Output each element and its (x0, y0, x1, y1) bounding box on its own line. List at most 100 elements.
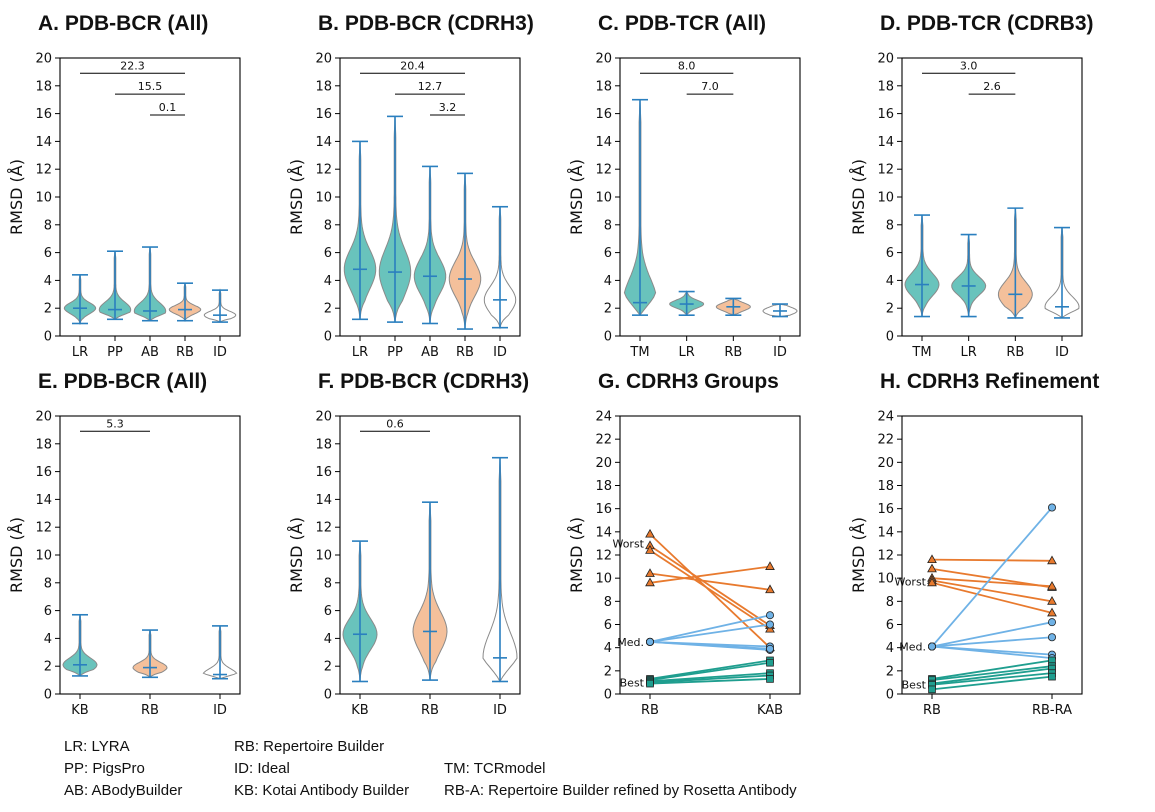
triangle-marker (765, 561, 775, 570)
group-label: Best (902, 679, 927, 692)
y-tick-label: 6 (604, 618, 612, 633)
y-tick-label: 20 (877, 52, 894, 67)
x-tick-label: LR (352, 345, 368, 360)
y-tick-label: 14 (595, 525, 612, 540)
x-tick-label: RB-RA (1032, 703, 1072, 718)
pair-line (931, 667, 1053, 685)
y-tick-label: 22 (595, 433, 612, 448)
y-tick-label: 20 (35, 52, 52, 67)
x-tick-label: RB (456, 345, 474, 360)
pair-line (649, 614, 771, 643)
pair-line (649, 565, 771, 584)
y-tick-label: 18 (35, 79, 52, 94)
group-label: Med. (617, 636, 644, 649)
y-axis-label: RMSD (Å) (287, 517, 306, 593)
y-tick-label: 16 (595, 502, 612, 517)
pair-line (931, 665, 1053, 681)
circle-marker (1048, 633, 1057, 642)
pair-line (649, 659, 771, 680)
pair-line (931, 675, 1053, 691)
x-tick-label: LR (961, 345, 977, 360)
x-tick-label: KAB (757, 703, 783, 718)
y-tick-label: 12 (595, 163, 612, 178)
legend-ab: AB: ABodyBuilder (64, 782, 183, 799)
y-tick-label: 2 (886, 664, 894, 679)
y-tick-label: 14 (35, 493, 52, 508)
y-tick-label: 4 (324, 632, 332, 647)
y-tick-label: 8 (886, 218, 894, 233)
plot-frame (619, 57, 801, 337)
triangle-marker (645, 545, 655, 554)
y-tick-label: 2 (604, 302, 612, 317)
y-tick-label: 18 (595, 79, 612, 94)
x-tick-label: ID (493, 345, 507, 360)
circle-marker (1048, 503, 1057, 512)
pair-line (931, 558, 1053, 562)
y-tick-label: 10 (315, 549, 332, 564)
triangle-marker (645, 528, 655, 538)
y-tick-label: 14 (35, 135, 52, 150)
y-tick-label: 8 (886, 595, 894, 610)
pair-line (649, 672, 771, 683)
x-tick-label: RB (641, 703, 659, 718)
y-tick-label: 0 (604, 688, 612, 703)
y-tick-label: 6 (886, 246, 894, 261)
group-label: Med. (899, 641, 926, 654)
circle-marker (766, 620, 775, 629)
panel-title: D. PDB-TCR (CDRB3) (880, 12, 1094, 35)
square-marker (766, 675, 774, 683)
panel-title: H. CDRH3 Refinement (880, 370, 1099, 393)
plot-frame (901, 57, 1083, 337)
panel-title: F. PDB-BCR (CDRH3) (318, 370, 529, 393)
y-tick-label: 10 (877, 572, 894, 587)
x-tick-label: RB (421, 703, 439, 718)
significance-label: 20.4 (400, 59, 425, 72)
y-tick-label: 10 (595, 572, 612, 587)
y-tick-label: 10 (35, 549, 52, 564)
y-axis-label: RMSD (Å) (849, 517, 868, 593)
x-tick-label: LR (679, 345, 695, 360)
triangle-marker (765, 584, 775, 594)
panel-title: G. CDRH3 Groups (598, 370, 779, 393)
group-label: Worst (612, 537, 644, 550)
y-tick-label: 8 (604, 218, 612, 233)
y-tick-label: 0 (604, 330, 612, 345)
square-marker (928, 685, 936, 694)
triangle-marker (1047, 596, 1057, 605)
y-tick-label: 16 (595, 107, 612, 122)
y-tick-label: 20 (35, 410, 52, 425)
significance-label: 12.7 (418, 80, 443, 93)
y-tick-label: 4 (44, 632, 52, 647)
pair-line (931, 621, 1053, 648)
x-tick-label: RB (923, 703, 941, 718)
y-tick-label: 4 (324, 274, 332, 289)
panel-d: D. PDB-TCR (CDRB3) RMSD (Å) 0 2 4 6 8 10 12 14 16 1… (849, 12, 1094, 360)
panel-e: E. PDB-BCR (All) RMSD (Å) 0 2 4 6 8 10 12 14 16 18 2… (7, 370, 241, 718)
y-tick-label: 12 (595, 549, 612, 564)
y-tick-label: 12 (35, 521, 52, 536)
y-tick-label: 16 (315, 465, 332, 480)
x-tick-label: RB (176, 345, 194, 360)
square-marker (1048, 672, 1056, 681)
y-tick-label: 2 (324, 302, 332, 317)
panel-title: C. PDB-TCR (All) (598, 12, 766, 35)
y-tick-label: 2 (44, 660, 52, 675)
y-tick-label: 22 (877, 433, 894, 448)
x-tick-label: PP (107, 345, 123, 360)
y-tick-label: 6 (604, 246, 612, 261)
y-tick-label: 12 (35, 163, 52, 178)
y-tick-label: 20 (595, 456, 612, 471)
y-tick-label: 10 (595, 191, 612, 206)
plot-frame (619, 415, 801, 695)
y-tick-label: 10 (35, 191, 52, 206)
plot-frame (339, 415, 521, 695)
plot-frame (59, 57, 241, 337)
pair-line (649, 533, 771, 649)
y-tick-label: 12 (315, 163, 332, 178)
y-tick-label: 16 (35, 465, 52, 480)
group-label: Worst (894, 576, 926, 589)
y-tick-label: 18 (595, 479, 612, 494)
abbreviation-legend: LR: LYRA PP: PigsPro AB: ABodyBuilder RB… (64, 738, 964, 808)
pair-line (649, 549, 771, 630)
y-tick-label: 16 (877, 502, 894, 517)
